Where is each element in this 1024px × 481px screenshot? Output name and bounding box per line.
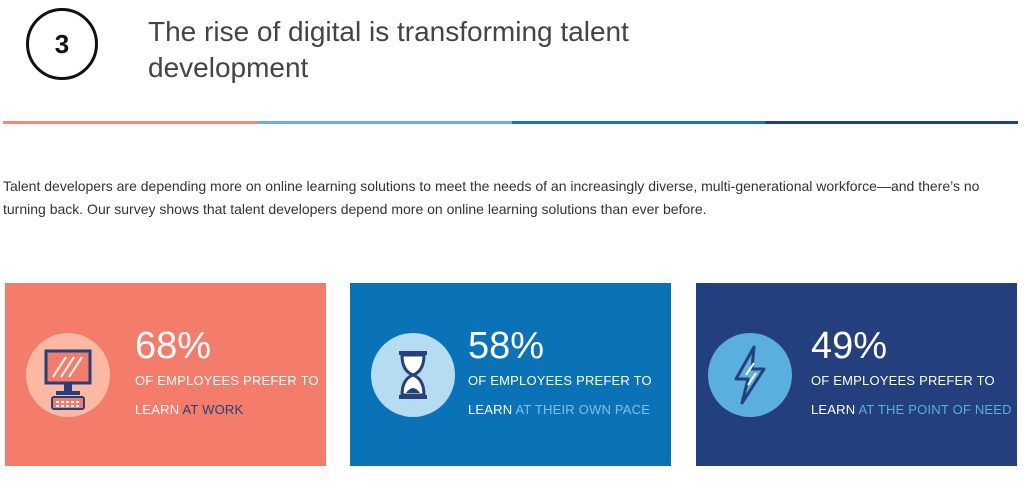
icon xyxy=(708,333,792,417)
highlight: AT THE POINT OF NEED xyxy=(858,402,1012,417)
stat-card: 58% OF EMPLOYEES PREFER TO LEARN AT THEI… xyxy=(350,283,671,466)
icon xyxy=(371,333,455,417)
stat: 58% xyxy=(468,325,545,367)
stat-text: LEARN AT THE POINT OF NEED xyxy=(811,402,1012,417)
divider xyxy=(3,121,258,124)
stat-card: 49% OF EMPLOYEES PREFER TO LEARN AT THE … xyxy=(696,283,1017,466)
stat-text: OF EMPLOYEES PREFER TO xyxy=(135,373,319,388)
highlight: AT WORK xyxy=(182,402,244,417)
stat-text: OF EMPLOYEES PREFER TO xyxy=(811,373,995,388)
stat-text: LEARN AT WORK xyxy=(135,402,243,417)
icon xyxy=(26,333,110,417)
divider xyxy=(258,121,512,124)
stat-text: OF EMPLOYEES PREFER TO xyxy=(468,373,652,388)
stat-text: LEARN xyxy=(811,402,856,417)
stat-card: 68% OF EMPLOYEES PREFER TO LEARN AT WORK xyxy=(5,283,326,466)
highlight: AT THEIR OWN PACE xyxy=(515,402,651,417)
stat: 68% xyxy=(135,325,212,367)
stat-text: LEARN AT THEIR OWN PACE xyxy=(468,402,650,417)
divider xyxy=(512,121,765,124)
title: The rise of digital is transforming tale… xyxy=(148,16,629,83)
stat-text: LEARN xyxy=(468,402,513,417)
intro: Talent developers are depending more on … xyxy=(3,178,980,217)
lightning-icon xyxy=(734,345,766,405)
stat: 49% xyxy=(811,325,888,367)
divider xyxy=(765,121,1018,124)
stat-text: LEARN xyxy=(135,402,180,417)
hourglass-icon xyxy=(399,351,427,399)
section-number: 3 xyxy=(26,8,98,80)
computer-icon xyxy=(44,349,92,410)
